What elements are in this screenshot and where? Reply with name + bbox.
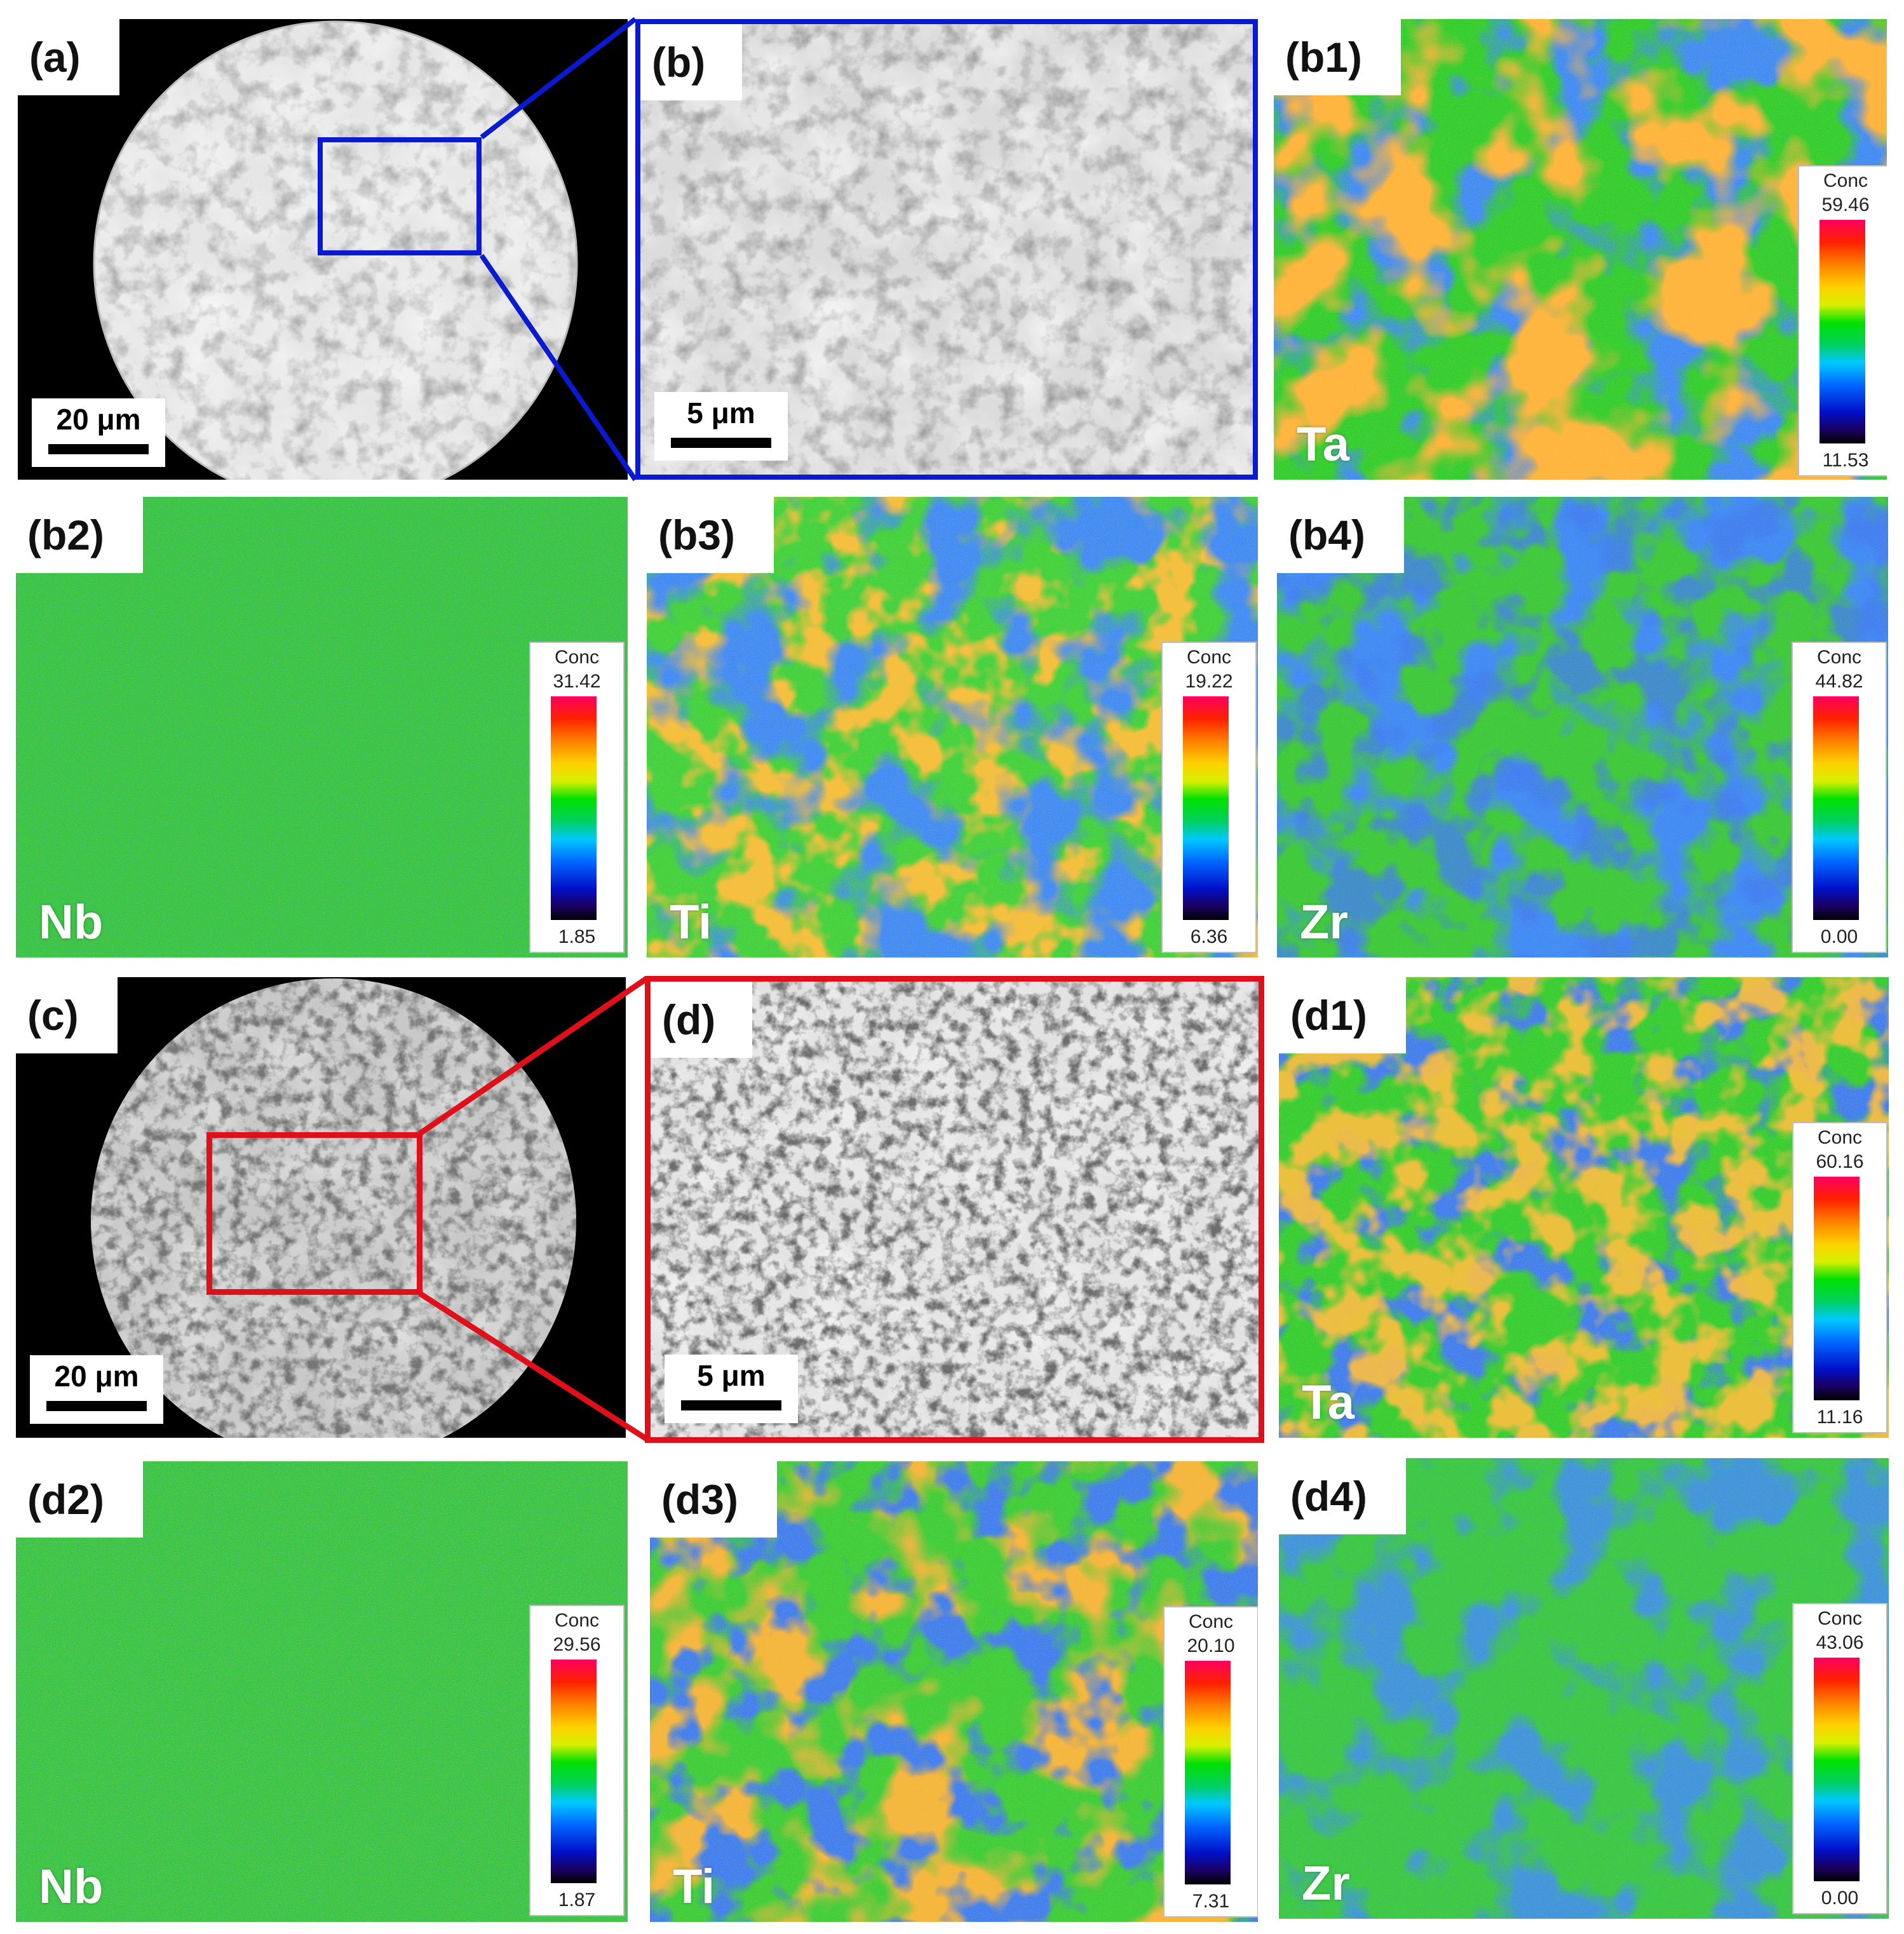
legend-max: 44.82 (1815, 671, 1863, 692)
zoom-region-box (318, 137, 482, 255)
color-scale (1820, 220, 1865, 443)
color-scale (1183, 696, 1229, 920)
panel-c: (c) 20 μm (16, 977, 626, 1438)
panel-b1: (b1) Ta Conc 59.46 11.53 (1274, 19, 1887, 480)
panel-b3: (b3) Ti Conc 19.22 6.36 (647, 497, 1258, 957)
panel-d4: (d4) Zr Conc 43.06 0.00 (1279, 1458, 1889, 1919)
conc-legend: Conc 43.06 0.00 (1792, 1603, 1887, 1914)
legend-title: Conc (1823, 170, 1868, 191)
element-label: Ti (670, 895, 712, 949)
legend-max: 19.22 (1185, 671, 1233, 692)
scale-bar-text: 5 μm (687, 396, 755, 429)
scale-bar: 20 μm (32, 398, 165, 467)
panel-d: (d) 5 μm (645, 976, 1264, 1443)
legend-min: 0.00 (1821, 1888, 1859, 1909)
color-scale (1813, 696, 1859, 920)
legend-max: 60.16 (1816, 1151, 1864, 1172)
legend-title: Conc (554, 1610, 600, 1631)
color-scale (1814, 1177, 1860, 1400)
element-label: Nb (39, 1860, 104, 1914)
zoom-region-box (206, 1132, 422, 1295)
panel-label: (b1) (1274, 19, 1401, 95)
eds-map-zr-d (1279, 1458, 1889, 1919)
legend-min: 1.87 (558, 1890, 596, 1910)
conc-legend: Conc 29.56 1.87 (529, 1605, 625, 1916)
color-scale (551, 696, 597, 920)
conc-legend: Conc 31.42 1.85 (529, 642, 625, 953)
conc-legend: Conc 44.82 0.00 (1792, 642, 1887, 953)
panel-label: (d3) (650, 1461, 777, 1538)
element-label: Ta (1302, 1376, 1355, 1430)
scale-bar-text: 20 μm (54, 1360, 139, 1393)
scale-bar-line (46, 1401, 147, 1411)
element-label: Zr (1300, 895, 1348, 949)
eds-map-zr (1277, 497, 1888, 957)
color-scale (1185, 1661, 1231, 1884)
panel-label: (b4) (1277, 497, 1404, 573)
eds-map-ta-d (1279, 977, 1889, 1438)
color-scale (551, 1660, 597, 1883)
legend-min: 6.36 (1190, 926, 1228, 947)
color-scale (1814, 1658, 1860, 1881)
panel-label: (d2) (16, 1461, 143, 1538)
panel-b: (b) 5 μm (635, 19, 1258, 480)
element-label: Ti (673, 1860, 715, 1914)
legend-min: 1.85 (558, 926, 596, 947)
eds-map-ti-d (650, 1461, 1258, 1922)
scale-bar: 5 μm (665, 1355, 798, 1423)
panel-label: (b3) (647, 497, 774, 573)
legend-max: 31.42 (553, 671, 601, 692)
legend-max: 43.06 (1816, 1632, 1864, 1653)
legend-max: 20.10 (1187, 1635, 1235, 1656)
eds-map-nb (16, 497, 628, 957)
panel-d3: (d3) Ti Conc 20.10 7.31 (650, 1461, 1258, 1922)
legend-title: Conc (554, 647, 600, 668)
panel-b2: (b2) Nb Conc 31.42 1.85 (16, 497, 628, 957)
conc-legend: Conc 60.16 11.16 (1792, 1122, 1887, 1433)
eds-map-ti (647, 497, 1258, 957)
eds-map-nb-d (16, 1461, 628, 1922)
panel-label: (b2) (16, 497, 143, 573)
panel-label: (d1) (1279, 977, 1406, 1053)
legend-min: 11.16 (1816, 1407, 1863, 1428)
scale-bar-text: 5 μm (697, 1359, 766, 1392)
legend-min: 0.00 (1820, 926, 1858, 947)
legend-max: 29.56 (553, 1634, 601, 1655)
scale-bar-text: 20 μm (56, 403, 141, 436)
scale-bar: 20 μm (30, 1355, 163, 1424)
legend-title: Conc (1816, 647, 1862, 668)
legend-title: Conc (1186, 647, 1232, 668)
panel-label: (d) (651, 982, 752, 1058)
legend-min: 11.53 (1822, 450, 1869, 471)
legend-title: Conc (1188, 1611, 1234, 1632)
panel-label: (b) (640, 24, 742, 100)
scale-bar-line (48, 444, 149, 454)
conc-legend: Conc 20.10 7.31 (1163, 1606, 1258, 1917)
panel-d2: (d2) Nb Conc 29.56 1.87 (16, 1461, 628, 1922)
legend-title: Conc (1817, 1127, 1863, 1148)
scale-bar-line (671, 438, 771, 448)
sem-image-c (91, 978, 576, 1438)
conc-legend: Conc 19.22 6.36 (1161, 642, 1257, 953)
panel-b4: (b4) Zr Conc 44.82 0.00 (1277, 497, 1888, 957)
panel-label: (a) (18, 19, 119, 95)
panel-label: (d4) (1279, 1458, 1406, 1534)
legend-min: 7.31 (1192, 1891, 1230, 1912)
conc-legend: Conc 59.46 11.53 (1798, 165, 1887, 477)
panel-d1: (d1) Ta Conc 60.16 11.16 (1279, 977, 1889, 1438)
eds-map-ta (1274, 19, 1887, 480)
panel-a: (a) 20 μm (18, 19, 628, 480)
legend-title: Conc (1817, 1608, 1863, 1629)
scale-bar-line (681, 1400, 781, 1410)
scale-bar: 5 μm (654, 392, 788, 461)
legend-max: 59.46 (1821, 194, 1870, 215)
panel-label: (c) (16, 977, 118, 1053)
element-label: Ta (1297, 417, 1350, 471)
element-label: Zr (1302, 1856, 1350, 1910)
element-label: Nb (39, 895, 104, 949)
